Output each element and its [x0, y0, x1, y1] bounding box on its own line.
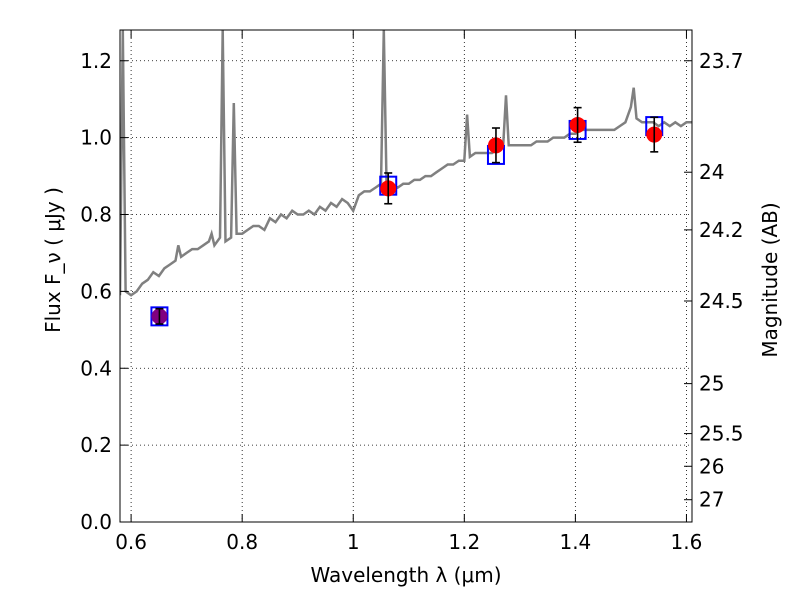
y-axis-label: Flux F_ν ( μJy )	[41, 187, 65, 333]
y-tick-label: 0.2	[80, 433, 112, 457]
y-tick-label: 0.8	[80, 203, 112, 227]
y-tick-label: 0.6	[80, 279, 112, 303]
magnitude-tick-label: 23.7	[699, 49, 744, 73]
model-spectrum-line	[120, 30, 692, 297]
magnitude-tick-label: 24	[699, 160, 724, 184]
x-axis-label: Wavelength λ (μm)	[310, 563, 501, 587]
magnitude-tick-label: 25	[699, 372, 724, 396]
spectrum-layer	[120, 30, 692, 297]
y-tick-label: 1.2	[80, 49, 112, 73]
magnitude-tick-label: 26	[699, 454, 724, 478]
right-axis-label: Magnitude (AB)	[758, 202, 782, 357]
x-tick-label: 1.4	[559, 530, 591, 554]
y-tick-label: 0.4	[80, 356, 112, 380]
magnitude-tick-label: 24.5	[699, 289, 744, 313]
points-layer	[150, 106, 664, 327]
x-tick-label: 1.6	[671, 530, 703, 554]
y-tick-label: 0.0	[80, 510, 112, 534]
grid-lines	[120, 30, 692, 523]
y-tick-label: 1.0	[80, 126, 112, 150]
magnitude-tick-label: 27	[699, 488, 724, 512]
x-tick-label: 0.8	[226, 530, 258, 554]
x-tick-label: 1.2	[448, 530, 480, 554]
x-tick-label: 1	[347, 530, 360, 554]
x-tick-label: 0.6	[115, 530, 147, 554]
tick-labels: 0.6 0.8 1 1.2 1.4 1.6 0.0 0.2 0.4 0.6 0.8 1.0 1.2 23.…	[80, 49, 743, 554]
magnitude-tick-label: 24.2	[699, 218, 744, 242]
plot-frame	[119, 29, 693, 523]
magnitude-tick-label: 25.5	[699, 422, 744, 446]
axes-frame	[119, 29, 693, 523]
tick-marks	[120, 30, 692, 523]
